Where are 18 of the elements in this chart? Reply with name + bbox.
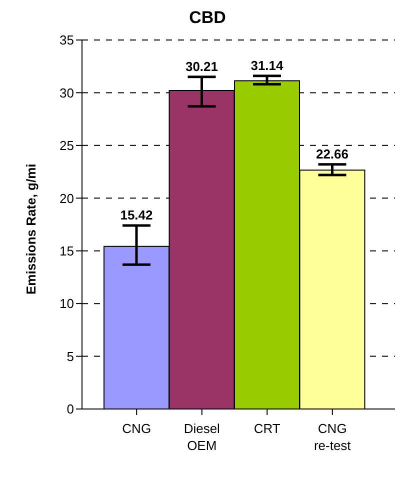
data-label: 22.66 — [316, 146, 349, 162]
chart-title: CBD — [188, 8, 227, 28]
x-tick-label: Diesel OEM — [184, 421, 220, 453]
y-tick-label: 30 — [60, 85, 74, 100]
x-tick-label: CNG — [122, 421, 152, 436]
y-tick-label: 20 — [60, 190, 74, 206]
x-tick-label: CNG re-test — [314, 421, 352, 453]
data-label: 31.14 — [250, 58, 284, 73]
x-tick-label: CRT — [254, 421, 280, 436]
data-label: 15.42 — [120, 208, 153, 223]
y-tick-label: 25 — [60, 138, 74, 154]
data-label: 30.21 — [185, 58, 218, 74]
y-tick-label: 35 — [60, 32, 74, 48]
y-tick-label: 10 — [60, 296, 74, 312]
y-tick-label: 0 — [66, 402, 74, 417]
y-tick-label: 15 — [60, 243, 74, 258]
y-tick-label: 5 — [66, 348, 74, 364]
y-axis-title: Emissions Rate, g/mi — [24, 164, 39, 294]
